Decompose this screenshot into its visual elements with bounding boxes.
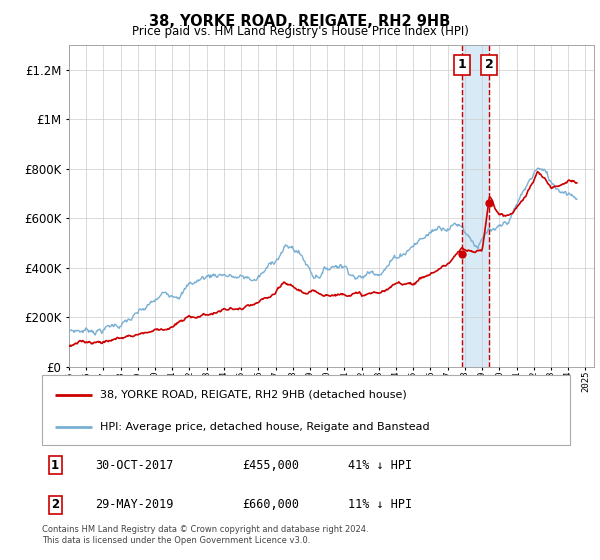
Text: £660,000: £660,000 [242,498,299,511]
Bar [462,45,490,367]
Text: 1: 1 [458,58,466,71]
Text: 11% ↓ HPI: 11% ↓ HPI [348,498,412,511]
Text: HPI: Average price, detached house, Reigate and Banstead: HPI: Average price, detached house, Reig… [100,422,430,432]
Text: 38, YORKE ROAD, REIGATE, RH2 9HB (detached house): 38, YORKE ROAD, REIGATE, RH2 9HB (detach… [100,390,407,400]
Text: 2: 2 [485,58,494,71]
Text: £455,000: £455,000 [242,459,299,472]
Text: Price paid vs. HM Land Registry's House Price Index (HPI): Price paid vs. HM Land Registry's House … [131,25,469,38]
Text: 38, YORKE ROAD, REIGATE, RH2 9HB: 38, YORKE ROAD, REIGATE, RH2 9HB [149,14,451,29]
Text: Contains HM Land Registry data © Crown copyright and database right 2024.: Contains HM Land Registry data © Crown c… [42,525,368,534]
Text: 30-OCT-2017: 30-OCT-2017 [95,459,173,472]
Text: 1: 1 [51,459,59,472]
Text: 41% ↓ HPI: 41% ↓ HPI [348,459,412,472]
FancyBboxPatch shape [42,375,570,445]
Text: This data is licensed under the Open Government Licence v3.0.: This data is licensed under the Open Gov… [42,536,310,545]
Text: 29-MAY-2019: 29-MAY-2019 [95,498,173,511]
Text: 2: 2 [51,498,59,511]
